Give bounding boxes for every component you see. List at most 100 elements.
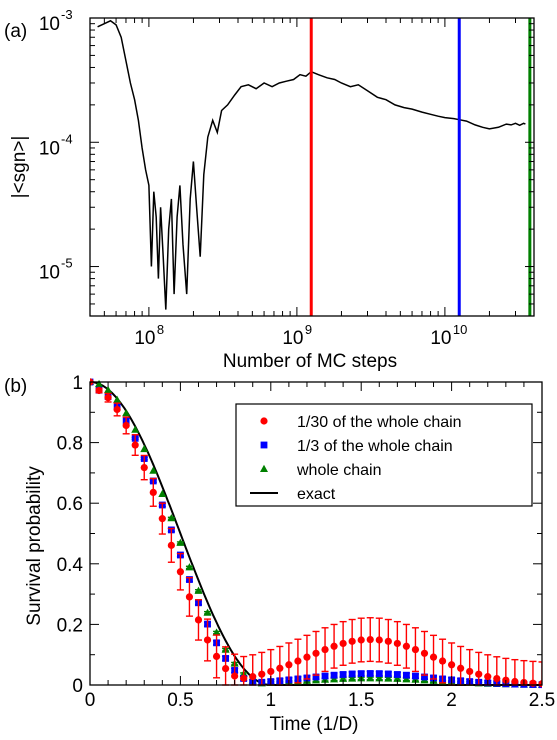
data-point-circle	[366, 635, 374, 644]
data-point-circle	[276, 664, 284, 672]
data-point-circle	[95, 386, 103, 395]
panel-b-axes: 0 0.5 1 1.5 2 2.5 0 0.2 0.4 0.6 0.8 1	[57, 373, 556, 711]
data-point-circle	[511, 677, 519, 686]
data-point-square	[357, 670, 365, 678]
data-point-triangle	[384, 674, 393, 682]
data-point-circle	[258, 670, 266, 678]
data-point-circle	[330, 642, 338, 650]
data-point-circle	[104, 394, 112, 402]
panel-b-x-tick-label: 2.5	[529, 690, 555, 711]
panel-a-x-tick-exponent: 8	[157, 322, 164, 337]
data-point-square	[339, 671, 347, 678]
data-point-square	[348, 670, 356, 678]
panel-b-y-tick-label: 0	[72, 676, 83, 697]
data-point-circle	[484, 673, 492, 681]
sgn-series-line-0	[97, 19, 526, 310]
legend-label: whole chain	[296, 462, 382, 479]
data-point-triangle	[393, 674, 402, 682]
panel-b-x-tick-label: 1	[266, 690, 277, 711]
data-point-triangle	[149, 466, 158, 474]
data-point-triangle	[176, 538, 185, 546]
data-point-square	[412, 672, 419, 680]
panel-a-x-tick-exponent: 9	[305, 322, 312, 337]
panel-b-x-tick-label: 0.5	[167, 690, 193, 711]
panel-b-y-tick-label: 0.4	[57, 555, 84, 576]
data-point-circle	[149, 488, 157, 496]
panel-a-label: (a)	[4, 21, 27, 42]
data-point-triangle	[95, 379, 104, 388]
legend-swatch-square	[260, 441, 268, 449]
data-point-triangle	[402, 675, 411, 683]
data-point-triangle	[348, 674, 357, 682]
data-point-triangle	[203, 608, 212, 616]
panel-a-x-axis-title: Number of MC steps	[223, 351, 397, 372]
data-point-circle	[429, 653, 438, 661]
data-point-circle	[212, 652, 221, 661]
panel-a-x-tick-label: 10	[430, 328, 451, 349]
panel-a-y-tick-label: 10	[39, 138, 60, 159]
panel-b-label: (b)	[4, 376, 27, 397]
data-point-triangle	[158, 489, 167, 497]
data-point-circle	[393, 639, 401, 648]
panel-b-y-tick-label: 0.2	[57, 615, 83, 636]
panel-a-y-axis-title: |<sgn>|	[9, 136, 30, 199]
data-point-circle	[131, 441, 139, 449]
data-point-circle	[231, 672, 239, 680]
data-point-triangle	[185, 563, 194, 571]
panel-b-y-tick-label: 0.8	[57, 434, 83, 455]
data-point-circle	[140, 463, 148, 472]
data-point-triangle	[366, 674, 375, 682]
data-point-circle	[321, 646, 329, 654]
data-point-triangle	[167, 514, 176, 522]
data-point-circle	[411, 646, 420, 654]
legend-swatch-circle	[260, 417, 268, 425]
legend-box	[235, 403, 533, 507]
panel-a-frame	[89, 17, 535, 317]
data-point-triangle	[375, 674, 384, 682]
panel-b-y-axis-title: Survival probability	[24, 466, 45, 626]
data-point-circle	[203, 636, 212, 644]
panel-a-x-tick-exponent: 10	[453, 322, 467, 337]
data-point-circle	[475, 670, 483, 678]
data-point-circle	[294, 657, 302, 665]
panel-a-data	[97, 18, 532, 316]
panel-b-x-axis-title: Time (1/D)	[269, 714, 358, 735]
panel-a-x-tick-label: 10	[282, 328, 303, 349]
data-point-square	[421, 673, 428, 681]
data-point-triangle	[212, 628, 221, 636]
data-point-square	[393, 671, 401, 678]
panel-b-x-tick-label: 0	[85, 690, 96, 711]
panel-b-x-tick-label: 1.5	[348, 690, 374, 711]
data-point-circle	[493, 674, 501, 683]
panel-a-y-tick-exponent: -4	[61, 131, 73, 146]
panel-b-y-tick-label: 1	[72, 373, 83, 394]
data-point-circle	[267, 667, 275, 676]
data-point-circle	[285, 661, 293, 669]
data-point-square	[321, 672, 329, 680]
data-point-triangle	[194, 586, 203, 594]
data-point-circle	[357, 636, 365, 644]
data-point-circle	[375, 636, 383, 644]
panel-a-y-tick-exponent: -3	[61, 7, 73, 22]
data-point-square	[384, 670, 392, 678]
data-point-circle	[402, 642, 410, 650]
data-point-triangle	[131, 425, 140, 433]
data-point-triangle	[330, 675, 339, 683]
data-point-square	[403, 671, 410, 679]
data-point-circle	[529, 679, 537, 687]
panel-a-y-tick-label: 10	[39, 263, 60, 284]
panel-b-legend: 1/30 of the whole chain 1/3 of the whole …	[235, 403, 533, 507]
data-point-circle	[113, 405, 121, 414]
data-point-circle	[420, 649, 429, 657]
data-point-circle	[240, 674, 248, 682]
data-point-circle	[466, 667, 474, 676]
legend-label: exact	[297, 486, 336, 503]
data-point-circle	[448, 661, 456, 669]
data-point-circle	[194, 616, 203, 624]
legend-swatch-triangle	[260, 464, 268, 472]
data-point-circle	[249, 673, 257, 681]
data-point-circle	[348, 637, 356, 645]
